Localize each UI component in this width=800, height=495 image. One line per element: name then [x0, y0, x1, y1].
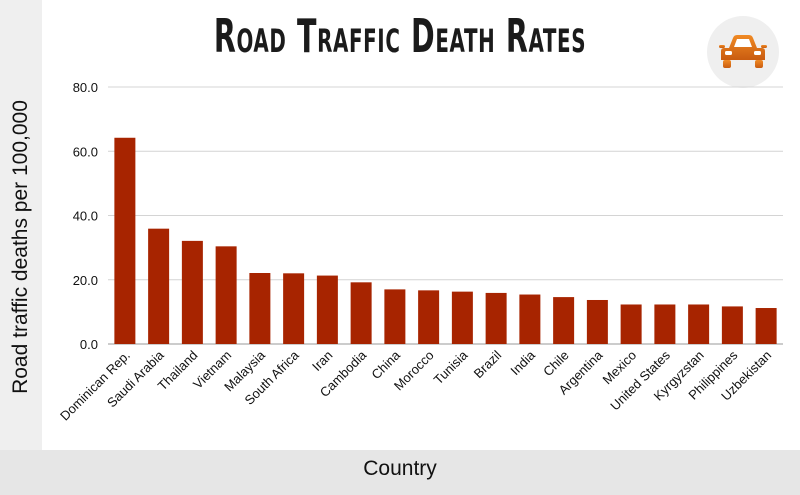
x-tick-label: Iran — [309, 348, 335, 374]
bar — [215, 246, 237, 344]
bottom-band — [0, 450, 800, 495]
bar — [316, 275, 338, 344]
bar — [519, 294, 541, 344]
bar — [654, 304, 676, 344]
bar — [350, 282, 372, 344]
car-icon — [719, 35, 767, 68]
car-badge — [707, 16, 779, 88]
y-tick-label: 80.0 — [73, 80, 98, 95]
bar — [181, 240, 203, 344]
bar — [485, 292, 507, 344]
y-tick-label: 40.0 — [73, 209, 98, 224]
y-tick-label: 0.0 — [80, 337, 98, 352]
bar — [148, 228, 170, 344]
bar — [384, 289, 406, 344]
left-band — [0, 0, 42, 450]
bar — [688, 304, 710, 344]
bar — [114, 137, 136, 344]
x-axis-label: Country — [363, 457, 437, 480]
x-tick-label: Tunisia — [431, 347, 471, 387]
bar — [451, 291, 473, 344]
y-tick-label: 60.0 — [73, 144, 98, 159]
bar — [721, 306, 743, 344]
bar — [586, 299, 608, 344]
chart-title: Road Traffic Death Rates — [213, 9, 587, 63]
bar — [418, 290, 440, 344]
bar — [755, 308, 777, 344]
x-tick-label: Brazil — [471, 347, 505, 381]
y-tick-label: 20.0 — [73, 273, 98, 288]
x-tick-label: India — [507, 347, 538, 378]
bar — [283, 273, 305, 344]
bar — [553, 297, 575, 344]
bar — [620, 304, 642, 344]
bar — [249, 273, 271, 344]
